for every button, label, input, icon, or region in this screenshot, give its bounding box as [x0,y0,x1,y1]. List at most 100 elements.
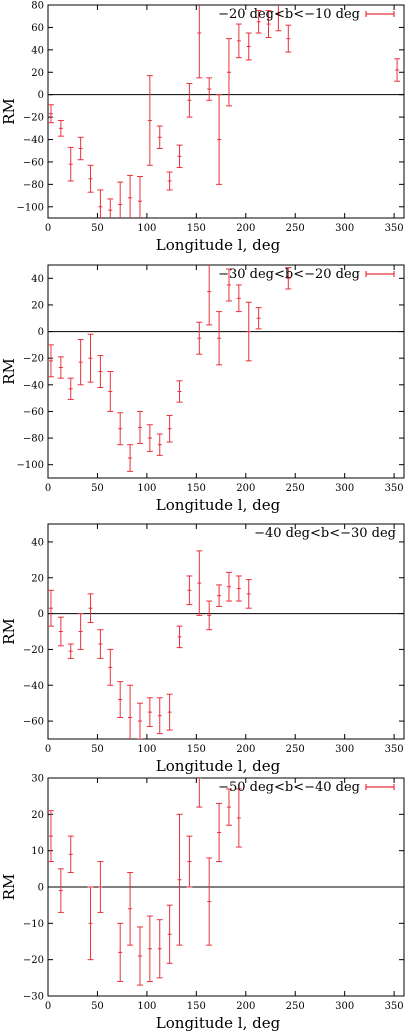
chart-2-data-point [176,380,183,403]
chart-1-ytick-label: 40 [31,45,44,56]
chart-1-data-point [117,181,124,218]
chart-1-data-point [48,104,54,124]
chart-1-ylabel: RM [0,98,18,125]
chart-3-xtick-label: 100 [137,744,156,755]
chart-2-xtick-label: 300 [335,483,354,494]
chart-4-xtick-label: 350 [385,1001,404,1012]
chart-1-ytick-label: −80 [23,180,44,191]
chart-3-xtick-label: 250 [286,744,305,755]
chart-1-xtick-label: 150 [187,223,206,234]
chart-3-xtick-label: 300 [335,744,354,755]
chart-3-ytick-label: 20 [31,573,44,584]
chart-1-ytick-label: 0 [38,90,44,101]
chart-4-data-point [48,810,54,863]
chart-4-data-point [67,835,74,873]
chart-2-xtick-label: 150 [187,483,206,494]
chart-4-xlabel: Longitude l, deg [156,1014,281,1032]
chart-1-ytick-label: −20 [23,113,44,124]
chart-2-data-point [216,311,223,366]
chart-1-xlabel: Longitude l, deg [156,236,281,254]
chart-3-xtick-label: 0 [45,744,51,755]
chart-1-ytick-label: 20 [31,68,44,79]
chart-4-legend-marker [365,784,395,790]
chart-4-ytick-label: −10 [23,919,44,930]
chart-3-ytick-label: 0 [38,609,44,620]
chart-1-xtick-label: 250 [286,223,305,234]
chart-1-xtick-label: 0 [45,223,51,234]
chart-4-data-point [216,802,223,863]
chart-2-data-point [235,284,242,313]
chart-1-xtick-label: 200 [236,223,255,234]
chart-1-ytick-label: −60 [23,157,44,168]
chart-2-legend-marker [365,271,395,277]
chart-4-xtick-label: 0 [45,1001,51,1012]
chart-4-data-point [136,926,143,986]
chart-2-ylabel: RM [0,358,18,385]
chart-1-ytick-label: −100 [17,202,44,213]
chart-3-data-point [57,616,64,647]
chart-4-data-point [186,835,193,888]
chart-4-ytick-label: 20 [31,810,44,821]
chart-1-data-point [206,77,213,101]
chart-1-data-point [166,171,173,191]
chart-1-data-point [235,23,242,59]
chart-1-data-point [136,176,143,218]
chart-3-legend-label: −40 deg<b<−30 deg [254,526,396,541]
chart-4-data-point [97,861,104,913]
chart-3-data-point [117,681,124,718]
chart-1-data-point [225,38,232,107]
chart-3-data-point [176,625,183,649]
chart-1-data-point [87,164,94,193]
chart-3-data-point [97,629,104,659]
chart-2-xlabel: Longitude l, deg [156,496,281,514]
chart-1-data-point [255,10,262,34]
chart-panel-4: 0 50 100 150 200 250 300 350 −30 −20 −10 0 10 20 30 Lon… [0,774,405,1032]
chart-3-plot-frame [47,523,405,740]
chart-2-data-point [48,344,54,378]
chart-2-ytick-label: −100 [17,460,44,471]
chart-3-ytick-label: −60 [23,717,44,728]
chart-1-ytick-label: −40 [23,135,44,146]
chart-4-data-point [156,919,163,979]
chart-4-data-point [196,778,203,808]
chart-4-series [48,778,242,986]
chart-3-ytick-label: −40 [23,681,44,692]
chart-3-data-point [206,600,213,631]
chart-1-data-point [265,10,272,39]
chart-1-data-point [156,125,163,149]
chart-4-data-point [57,868,64,913]
chart-4-data-point [127,871,134,946]
chart-4-ylabel: RM [0,874,18,901]
chart-3-data-point [245,579,252,609]
chart-3-data-point [156,697,163,735]
chart-4-xtick-label: 200 [236,1001,255,1012]
chart-2-ytick-label: −60 [23,407,44,418]
chart-3-ylabel: RM [0,618,18,645]
chart-3-xtick-label: 350 [385,744,404,755]
chart-4-ytick-label: 0 [38,883,44,894]
chart-2-data-point [67,377,74,400]
chart-1-data-point [67,146,74,182]
chart-2-data-point [225,268,232,302]
chart-1-data-point [216,94,223,185]
chart-2-xtick-label: 0 [45,483,51,494]
chart-4-xtick-label: 300 [335,1001,354,1012]
chart-2-xtick-label: 200 [236,483,255,494]
chart-2-data-point [206,265,213,326]
chart-3-data-point [146,697,153,727]
chart-3-xtick-label: 200 [236,744,255,755]
chart-1-data-point [196,5,203,79]
chart-3-xtick-label: 50 [91,744,104,755]
chart-4-data-point [146,915,153,982]
chart-1-data-point [146,75,153,166]
chart-1-data-point [245,32,252,61]
chart-1-ytick-label: 80 [31,1,44,12]
chart-3-data-point [48,589,54,627]
chart-1-data-point [57,119,64,137]
chart-1-data-point [127,174,134,218]
chart-3-data-point [186,575,193,606]
chart-3-xtick-label: 150 [187,744,206,755]
chart-4-data-point [87,886,94,961]
chart-2-data-point [127,444,134,472]
